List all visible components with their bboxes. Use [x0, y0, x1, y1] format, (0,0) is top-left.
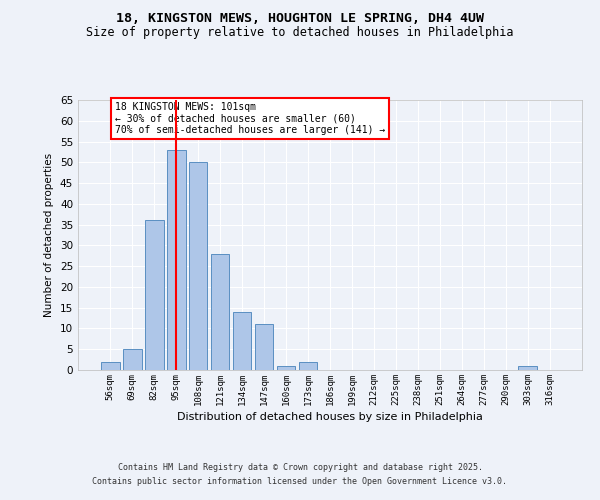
Text: Size of property relative to detached houses in Philadelphia: Size of property relative to detached ho… — [86, 26, 514, 39]
Bar — [167, 150, 185, 370]
Bar — [123, 349, 142, 370]
Bar — [518, 366, 537, 370]
Bar — [145, 220, 164, 370]
Bar — [233, 312, 251, 370]
Bar — [211, 254, 229, 370]
X-axis label: Distribution of detached houses by size in Philadelphia: Distribution of detached houses by size … — [177, 412, 483, 422]
Bar — [277, 366, 295, 370]
Bar — [189, 162, 208, 370]
Bar — [299, 362, 317, 370]
Bar — [101, 362, 119, 370]
Text: 18, KINGSTON MEWS, HOUGHTON LE SPRING, DH4 4UW: 18, KINGSTON MEWS, HOUGHTON LE SPRING, D… — [116, 12, 484, 26]
Text: Contains HM Land Registry data © Crown copyright and database right 2025.: Contains HM Land Registry data © Crown c… — [118, 464, 482, 472]
Y-axis label: Number of detached properties: Number of detached properties — [44, 153, 55, 317]
Text: Contains public sector information licensed under the Open Government Licence v3: Contains public sector information licen… — [92, 477, 508, 486]
Text: 18 KINGSTON MEWS: 101sqm
← 30% of detached houses are smaller (60)
70% of semi-d: 18 KINGSTON MEWS: 101sqm ← 30% of detach… — [115, 102, 385, 136]
Bar — [255, 324, 274, 370]
